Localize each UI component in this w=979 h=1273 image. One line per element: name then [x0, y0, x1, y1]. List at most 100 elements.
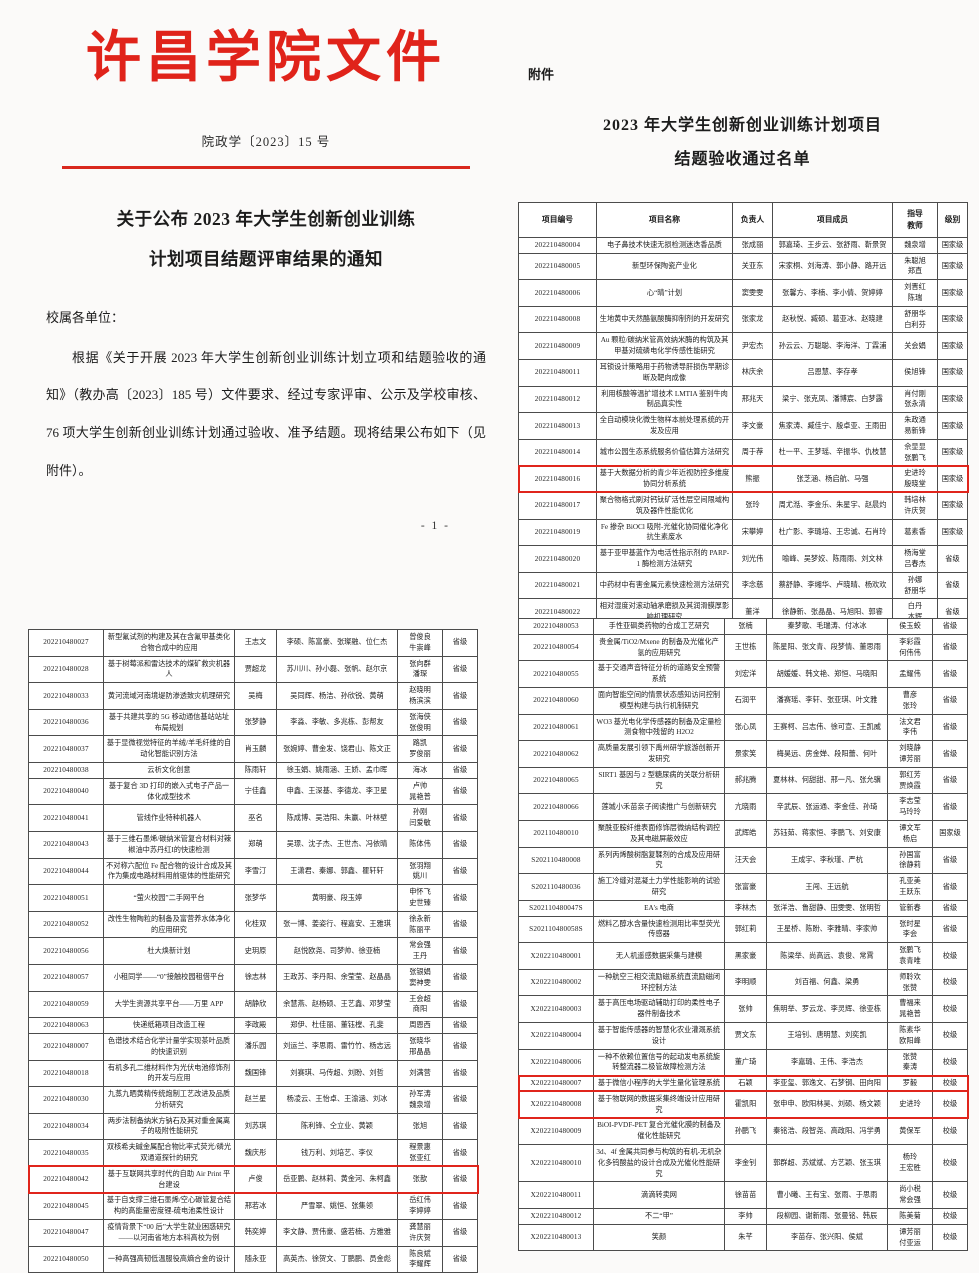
- table-row: 202210480017 聚合物格式刷对钙钛矿活性层空间限域构筑及器件性能优化 张玲…: [518, 491, 968, 520]
- cell-level: 省级: [442, 830, 478, 859]
- cell-name: 生地黄中天然酪氨酸酶抑制剂的开发研究: [596, 305, 733, 334]
- cell-teacher: 周恩西: [397, 1017, 443, 1034]
- cell-name: 快递纸箱项目改造工程: [103, 1017, 235, 1034]
- cell-teacher: 谭文军 杨启: [887, 819, 933, 848]
- cell-leader: 张心凤: [724, 713, 767, 742]
- cell-leader: 霍凯阳: [724, 1090, 767, 1119]
- cell-level: 国家级: [937, 412, 968, 440]
- cell-id: 202210480054: [518, 633, 594, 662]
- cell-id: 202210480047: [28, 1219, 104, 1247]
- cell-leader: 李政殿: [234, 1017, 277, 1034]
- cell-name: 聚酰亚胺纤维表面修饰层微纳结构调控及其电磁屏蔽效应: [593, 819, 725, 848]
- cell-leader: 巫名: [234, 804, 277, 832]
- cell-teacher: 赵晓明 杨滨滨: [397, 682, 443, 710]
- cell-members: 陈梁举、尚高远、袁俊、常霄: [766, 942, 888, 970]
- cell-level: 省级: [442, 937, 478, 965]
- cell-name: 一种航空三相交流励磁系统直流励磁闭环控制方法: [593, 968, 725, 997]
- cell-teacher: 申怀飞 史世臻: [397, 884, 443, 912]
- cell-name: 电子鼻技术快速无损检测迷迭香品质: [596, 236, 733, 254]
- table-row: 202210480033 黄河流域河南境堤防渗透致灾机理研究 吴梅 吴同辉、杨洁、孙欣…: [28, 682, 478, 710]
- table-row: 202210480037 基于显微视觉特征的羊绒/羊毛纤维的自动化智能识别方法 肖玉…: [28, 735, 478, 763]
- cell-level: 省级: [932, 740, 968, 768]
- cell-id: 202210480053: [518, 618, 594, 635]
- cell-id: 202210480019: [518, 518, 597, 547]
- cell-leader: 李明顺: [724, 968, 767, 997]
- cell-id: 202210480062: [518, 740, 594, 768]
- cell-id: 202210480038: [28, 761, 104, 779]
- cell-members: 王闯、王远航: [766, 873, 888, 901]
- cell-name: 新型氟试剂的构建及其在含氟甲基类化合物合成中的应用: [103, 629, 235, 657]
- cell-leader: 武辉皓: [724, 819, 767, 848]
- cell-name: 两步法制备纳米方钠石及其对重金属离子的吸附性能研究: [103, 1112, 235, 1141]
- cell-teacher: 路凯 罗俊丽: [397, 735, 443, 763]
- cell-id: 202210480012: [518, 385, 597, 414]
- projects-table: 项目编号 项目名称 负责人 项目成员 指导 教师 级别 202210480004…: [517, 201, 969, 680]
- cell-name: “萤火校园”二手网平台: [103, 884, 235, 912]
- cell-name: 莲城小禾苗亲子阅读推广与创新研究: [593, 793, 725, 821]
- cell-members: 申鑫、王深基、李德龙、李卫星: [276, 777, 398, 806]
- table-row: 202210480005 新型环保陶瓷产业化 关亚东 宋家桐、刘海涛、郭小静、路开远朱…: [518, 252, 968, 281]
- cell-teacher: 孙刚 闫爱敏: [397, 804, 443, 832]
- table-row: X202210480009 BiOI-PVDF-PET 复合光催化膜的制备及催化性…: [518, 1117, 968, 1146]
- cell-leader: 贾文东: [724, 1021, 767, 1050]
- attachment-page-3: 202210480053 手性亚砜类药物的合成工艺研究 张楠 秦梦歌、毛瑞涛、付冰冰侯…: [517, 618, 969, 1252]
- cell-id: 202210480041: [28, 804, 104, 832]
- cell-leader: 李金钊: [724, 1144, 767, 1183]
- table-row: 202210480008 生地黄中天然酪氨酸酶抑制剂的开发研究 张家龙 赵秋悦、臧硕、…: [518, 305, 968, 334]
- table-row: X202210480012 不二“甲” 李帅 段柳园、谢新雨、张曼铭、韩辰 陈美菊 校级: [518, 1208, 968, 1225]
- cell-members: 张芝涵、杨启航、马强: [772, 465, 893, 493]
- cell-teacher: 曹彦 张玲: [887, 686, 933, 715]
- cell-id: 202210480050: [28, 1245, 104, 1273]
- cell-members: 郭群超、苏斌斌、方艺颖、张玉琪: [766, 1144, 888, 1183]
- cell-id: 202210480036: [28, 708, 104, 737]
- cell-leader: 张玲: [732, 491, 773, 520]
- cell-members: 宋家桐、刘海涛、郭小静、路开远: [772, 252, 893, 281]
- table-row: 202210480019 Fe 掺杂 BiOCl 吸附-光催化协同催化净化抗生素废…: [518, 518, 968, 547]
- cell-members: 刘百福、何鑫、梁勇: [766, 968, 888, 997]
- attachment-page-1: 附件 2023 年大学生创新创业训练计划项目 结题验收通过名单 项目编号 项目名…: [517, 56, 969, 680]
- cell-members: 吴同辉、杨洁、孙欣锐、黄萌: [276, 682, 398, 710]
- cell-leader: 张梦华: [234, 884, 277, 912]
- cell-leader: 卢俊: [234, 1165, 277, 1194]
- table-row: X202210480003 基于高压电场驱动辅助打印的柔性电子器件制备技术 张帅 焦明…: [518, 995, 968, 1023]
- cell-teacher: 谭芳丽 付亚运: [887, 1223, 933, 1252]
- cell-id: 202210480033: [28, 682, 104, 710]
- cell-level: 省级: [442, 761, 478, 779]
- cell-teacher: 孙娜 舒朋华: [892, 571, 938, 600]
- projects-table-part2: 202210480027 新型氟试剂的构建及其在含氟甲基类化合物合成中的应用 王志文…: [27, 629, 479, 1273]
- cell-id: 202210480055: [518, 660, 594, 688]
- cell-level: 省级: [932, 686, 968, 715]
- cell-id: X202210480003: [518, 995, 594, 1023]
- cell-members: 张婉婷、曹金发、饶君山、陈文正: [276, 735, 398, 763]
- table-row: 202210480060 面向智能空间的情景状态感知访问控制模型构建与执行机制研究…: [518, 686, 968, 715]
- cell-teacher: 刘满营: [397, 1059, 443, 1088]
- cell-leader: 化桂双: [234, 910, 277, 939]
- cell-leader: 周于荐: [732, 438, 773, 467]
- cell-teacher: 陈体伟: [397, 830, 443, 859]
- cell-leader: 宋攀婷: [732, 518, 773, 547]
- cell-id: 202210480056: [28, 937, 104, 965]
- cell-leader: 徐志林: [234, 963, 277, 992]
- cell-id: 202210480020: [518, 545, 597, 573]
- cell-leader: 肖玉麟: [234, 735, 277, 763]
- table-row: 202210480014 城市公园生态系统服务价值估算方法研究 周于荐 杜一平、王梦瑶…: [518, 438, 968, 467]
- cell-teacher: 岳红伟 李婷婷: [397, 1192, 443, 1221]
- cell-members: 吴璟、沈子杰、王世杰、冯依晴: [276, 830, 398, 859]
- cell-teacher: 魏泉增: [892, 236, 938, 254]
- cell-leader: 郝兆腾: [724, 766, 767, 795]
- table-row: 202210480045 基于自支撑三维石墨烯/空心碳管复合结构的高能量密度锂-硫…: [28, 1192, 478, 1221]
- cell-leader: 史玥原: [234, 937, 277, 965]
- table-row: X202210480001 无人机遥感数据采集与建模 黑家豪 陈梁举、尚高远、袁俊、常…: [518, 942, 968, 970]
- cell-leader: 关亚东: [732, 252, 773, 281]
- cell-teacher: 张歆: [397, 1165, 443, 1194]
- cell-level: 省级: [442, 1245, 478, 1273]
- cell-name: 系列丙烯酸树脂复鞣剂的合成及应用研究: [593, 846, 725, 875]
- cell-level: 校级: [932, 1075, 968, 1092]
- cell-members: 刘运兰、李思雨、雷竹竹、杨志远: [276, 1032, 398, 1061]
- cell-members: 高英杰、徐贺文、丁鹏鹏、员金彪: [276, 1245, 398, 1273]
- cell-id: 202210480044: [28, 857, 104, 886]
- cell-leader: 邢兆天: [732, 385, 773, 414]
- cell-level: 省级: [932, 793, 968, 821]
- cell-members: 苏钰茹、蒋家恒、李鹏飞、刘安康: [766, 819, 888, 848]
- table-row: 202210480011 耳锁设计策略用于药物诱导肝损伤早期诊断及靶向成像 林庆余吕…: [518, 358, 968, 387]
